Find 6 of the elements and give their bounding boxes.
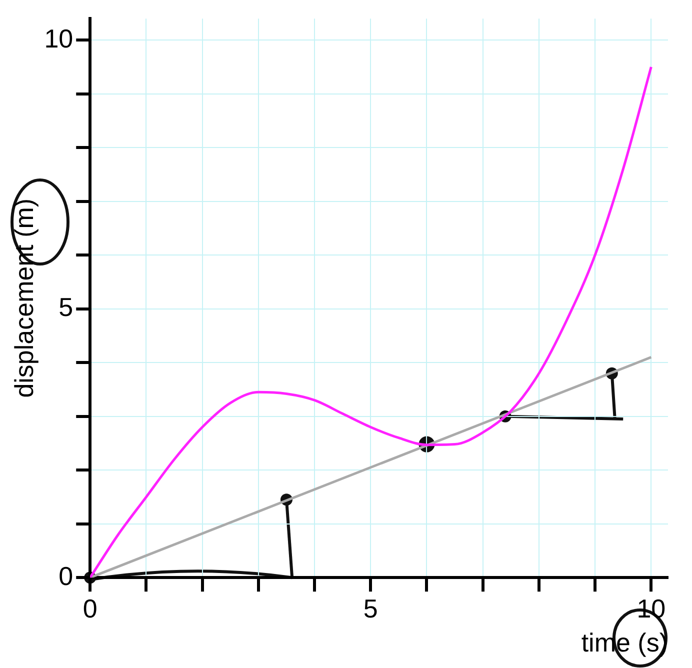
y-tick-label: 5	[58, 292, 74, 322]
x-tick-label: 5	[363, 593, 378, 624]
x-tick-label: 0	[82, 593, 98, 624]
y-tick-label: 0	[58, 560, 74, 591]
y-axis-title: displacement (m)	[8, 198, 39, 398]
y-tick-label: 10	[44, 23, 74, 54]
